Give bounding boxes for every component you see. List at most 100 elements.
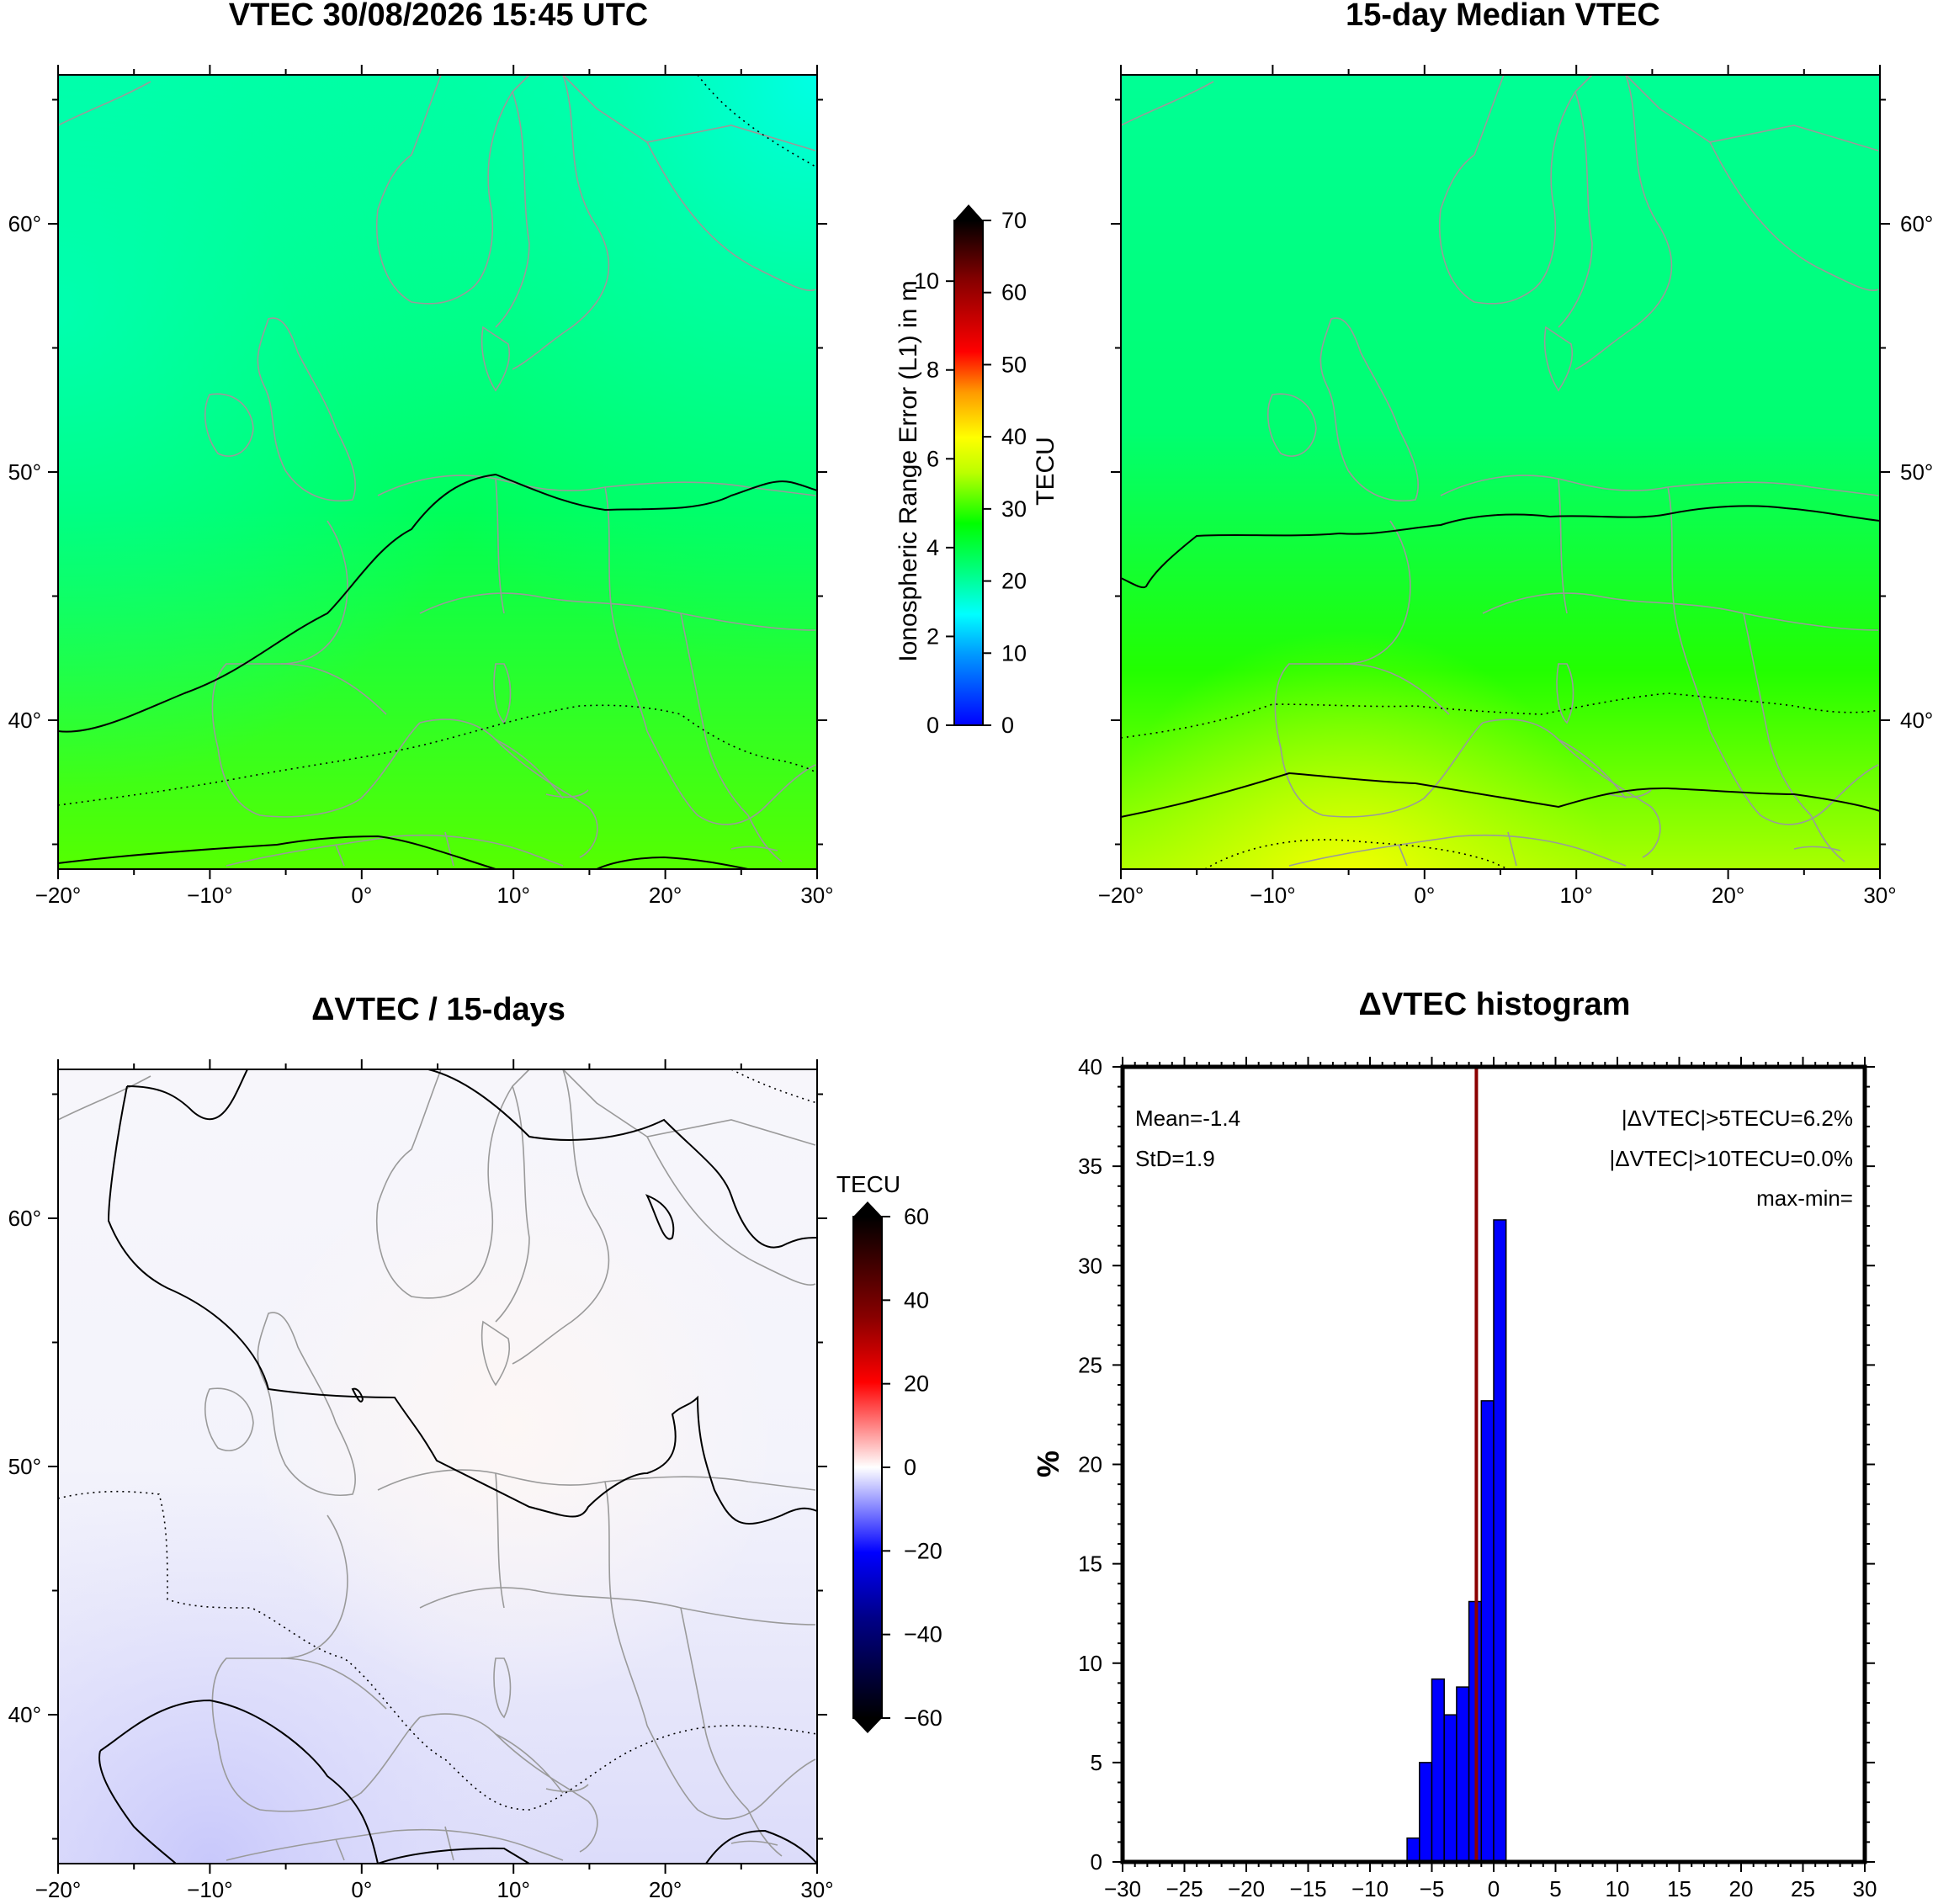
delta-map-axes: −20° −10° 0° 10° 20° 30° 60° 50° 40° <box>8 1059 834 1902</box>
delta-contour-0e <box>351 1387 364 1403</box>
delta-contour-m5d <box>377 1847 530 1864</box>
map-x-tick-label: −20° <box>1098 883 1144 908</box>
histogram-x-tick-label: −15 <box>1289 1876 1326 1901</box>
colorbar-left-tick-label: 8 <box>927 358 939 383</box>
map-x-tick-label: −10° <box>187 883 233 908</box>
map-x-tick-label: −20° <box>35 1877 82 1902</box>
histogram-ylabel: % <box>1031 1451 1065 1477</box>
map-y-tick-label: 50° <box>1900 459 1933 485</box>
colorbar-left-tick-label: 0 <box>927 713 939 738</box>
map-y-tick-label: 40° <box>8 708 41 733</box>
colorbar-left-tick-label: 10 <box>914 268 939 294</box>
vtec-colorbar-top-arrow <box>954 204 983 220</box>
delta-contour-m5b <box>99 1699 379 1864</box>
map-x-tick-label: −10° <box>1250 883 1296 908</box>
map-y-tick-label: 50° <box>8 1454 41 1479</box>
delta-colorbar-tick-label: −60 <box>904 1705 942 1731</box>
map-x-tick-label: 0° <box>351 1877 372 1902</box>
map-x-tick-label: −10° <box>187 1877 233 1902</box>
vtec-map-axes: −20° −10° 0° 10° 20° 30° 60° 50° 40° <box>8 65 834 908</box>
delta-colorbar-bottom-arrow <box>853 1718 882 1733</box>
delta-contour-m5a <box>57 1490 818 1811</box>
histogram-title: ΔVTEC histogram <box>1359 987 1631 1022</box>
delta-colorbar: TECU −60 −40 −20 0 20 40 60 <box>836 1171 942 1733</box>
histogram-x-tick-label: −5 <box>1420 1876 1445 1901</box>
median-map-title: 15-day Median VTEC <box>1346 0 1660 33</box>
histogram-y-tick-label: 40 <box>1078 1054 1102 1079</box>
vtec-colorbar-gradient <box>953 220 984 726</box>
map-x-tick-label: 20° <box>1712 883 1744 908</box>
delta-map-title: ΔVTEC / 15-days <box>311 992 565 1027</box>
delta-contour-0b <box>126 1069 248 1121</box>
colorbar-right-tick-label: 30 <box>1001 496 1027 522</box>
histogram-x-tick-label: 15 <box>1667 1876 1691 1901</box>
histogram-y-tick-label: 30 <box>1078 1253 1102 1278</box>
median-contour-20 <box>1120 505 1881 589</box>
map-x-tick-label: −20° <box>35 883 82 908</box>
map-y-tick-label: 60° <box>8 211 41 236</box>
delta-map-panel: ΔVTEC / 15-days −20° −10° 0° 10° 20° 30° 60° 50… <box>8 992 834 1902</box>
histogram-x-tick-label: 5 <box>1549 1876 1561 1901</box>
delta-colorbar-tick-label: −20 <box>904 1538 942 1563</box>
map-y-tick-label: 40° <box>8 1702 41 1727</box>
map-x-tick-label: 10° <box>497 883 530 908</box>
colorbar-right-tick-label: 20 <box>1001 569 1027 594</box>
vtec-contour-20 <box>57 473 818 733</box>
delta-colorbar-tick-label: 0 <box>904 1455 916 1480</box>
delta-contour-m5c <box>98 1750 177 1864</box>
colorbar-right-tick-label: 0 <box>1001 713 1014 738</box>
map-x-tick-label: 0° <box>1414 883 1435 908</box>
colorbar-left-tick-label: 2 <box>927 623 939 649</box>
map-x-tick-label: 20° <box>649 883 682 908</box>
histogram-x-tick-label: 20 <box>1729 1876 1754 1901</box>
histogram-x-tick-label: 30 <box>1853 1876 1877 1901</box>
map-x-tick-label: 30° <box>800 1877 833 1902</box>
histogram-x-tick-label: 0 <box>1488 1876 1500 1901</box>
histogram-mean-stat: Mean=-1.4 <box>1135 1106 1240 1131</box>
median-map-axes: −20° −10° 0° 10° 20° 30° 60° 50° 40° <box>1098 65 1933 908</box>
histogram-y-tick-label: 10 <box>1078 1651 1102 1676</box>
histogram-x-tick-label: −10 <box>1351 1876 1388 1901</box>
vtec-colorbar-right-label: TECU <box>1032 437 1059 506</box>
colorbar-right-tick-label: 40 <box>1001 424 1027 449</box>
vtec-map-panel: VTEC 30/08/2026 15:45 UTC −20° −10° 0° 10° 2… <box>8 0 834 908</box>
histogram-bar <box>1493 1219 1507 1863</box>
map-x-tick-label: 20° <box>649 1877 682 1902</box>
delta-contour-0d <box>645 1194 675 1240</box>
map-x-tick-label: 30° <box>1863 883 1896 908</box>
histogram-y-tick-label: 15 <box>1078 1551 1102 1577</box>
vtec-contour-15 <box>697 74 818 168</box>
delta-contour-0a <box>107 1085 818 1525</box>
histogram-bar <box>1480 1400 1495 1863</box>
map-y-tick-label: 60° <box>1900 211 1933 236</box>
histogram-gt5-stat: |ΔVTEC|>5TECU=6.2% <box>1622 1106 1853 1131</box>
map-x-tick-label: 10° <box>497 1877 530 1902</box>
histogram-x-tick-label: 10 <box>1606 1876 1630 1901</box>
vtec-colorbar-left-label: Ionospheric Range Error (L1) in m <box>895 280 922 662</box>
median-contour-30 <box>1120 772 1881 818</box>
delta-colorbar-label: TECU <box>836 1171 900 1197</box>
histogram-bar <box>1431 1678 1445 1863</box>
histogram-bar <box>1443 1714 1457 1863</box>
histogram-y-tick-label: 5 <box>1091 1750 1102 1775</box>
vtec-colorbar: Ionospheric Range Error (L1) in m TECU 0… <box>895 204 1059 738</box>
histogram-x-tick-label: −25 <box>1165 1876 1203 1901</box>
histogram-plot: −30 −25 −20 −15 −10 −5 0 5 10 15 20 25 30 0 5 10 15 20 25 3… <box>1078 1054 1877 1901</box>
vtec-contour-30a <box>57 835 496 870</box>
delta-contour-0c <box>427 1069 818 1249</box>
colorbar-right-tick-label: 50 <box>1001 352 1027 377</box>
histogram-bar <box>1406 1837 1420 1863</box>
delta-contour-m5e <box>705 1829 818 1864</box>
median-map-panel: 15-day Median VTEC −20° −10° 0° 10° 20° 30° 60… <box>1098 0 1934 908</box>
delta-colorbar-tick-label: −40 <box>904 1622 942 1647</box>
map-x-tick-label: 0° <box>351 883 372 908</box>
histogram-x-tick-label: −30 <box>1104 1876 1141 1901</box>
vtec-map-title: VTEC 30/08/2026 15:45 UTC <box>229 0 649 33</box>
map-x-tick-label: 30° <box>800 883 833 908</box>
colorbar-right-tick-label: 60 <box>1001 280 1027 305</box>
map-x-tick-label: 10° <box>1560 883 1593 908</box>
histogram-y-tick-label: 35 <box>1078 1154 1102 1179</box>
median-contour-25 <box>1120 692 1881 739</box>
histogram-y-tick-label: 20 <box>1078 1452 1102 1477</box>
